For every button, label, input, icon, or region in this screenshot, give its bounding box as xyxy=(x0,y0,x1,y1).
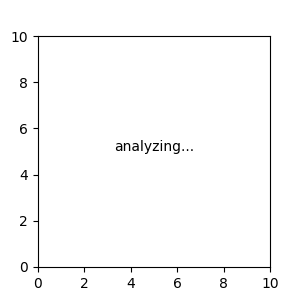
Text: analyzing...: analyzing... xyxy=(114,140,194,154)
